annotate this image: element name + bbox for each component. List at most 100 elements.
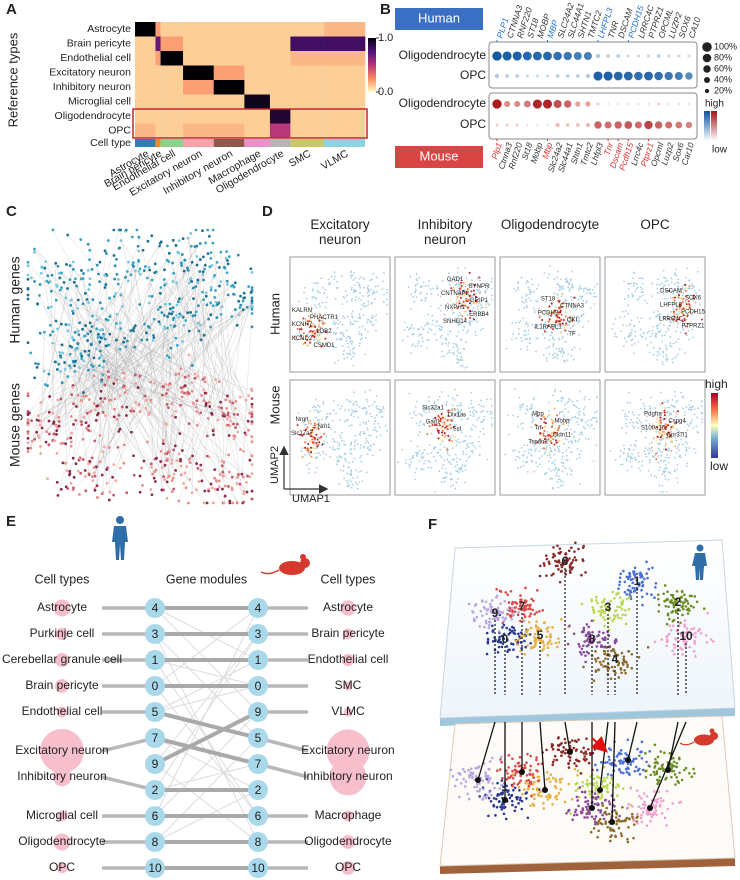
human-gene-point <box>181 253 184 256</box>
homology-link <box>53 263 56 413</box>
cell-point <box>460 469 462 471</box>
cell-point <box>534 450 536 452</box>
cluster-cell <box>619 581 622 584</box>
cell-point <box>420 468 422 470</box>
cell-point <box>386 289 388 291</box>
cell-point <box>641 288 643 290</box>
module-label: 9 <box>152 757 159 771</box>
cell-point <box>416 455 418 457</box>
mouse-gene-point <box>122 372 125 375</box>
human-gene-point <box>239 295 242 298</box>
cell-point <box>374 316 376 318</box>
cluster-cell <box>511 630 514 633</box>
cell-point <box>431 293 433 295</box>
cell-point <box>306 298 308 300</box>
cell-point <box>663 277 665 279</box>
cell-point <box>593 296 595 298</box>
cell-point <box>441 335 443 337</box>
expressed-point <box>314 447 316 449</box>
mouse-gene-point <box>246 491 249 494</box>
cell-point <box>470 304 472 306</box>
human-gene-point <box>92 357 95 360</box>
cluster-cell <box>595 596 598 599</box>
cell-point <box>691 419 693 421</box>
cell-point <box>483 434 485 436</box>
cell-point <box>578 408 580 410</box>
expressed-point <box>441 431 443 433</box>
expressed-point <box>458 300 460 302</box>
cell-type-label: Cerebellar granule cell <box>2 652 122 666</box>
human-gene-point <box>197 279 200 282</box>
cell-point <box>657 352 659 354</box>
cell-point <box>682 292 684 294</box>
cell-point <box>552 354 554 356</box>
cell-point <box>333 400 335 402</box>
human-gene-point <box>74 360 77 363</box>
cell-point <box>690 406 692 408</box>
cell-point <box>369 320 371 322</box>
human-gene-point <box>146 338 149 341</box>
cell-point <box>374 417 376 419</box>
cell-point <box>386 313 388 315</box>
cell-point <box>441 391 443 393</box>
cell-point <box>335 413 337 415</box>
cell-point <box>647 332 649 334</box>
cell-point <box>315 417 317 419</box>
cell-point <box>490 398 492 400</box>
human-gene-point <box>155 270 158 273</box>
mouse-gene-point <box>71 386 74 389</box>
expressed-point <box>451 409 453 411</box>
cell-point <box>350 277 352 279</box>
cell-point <box>441 280 443 282</box>
cell-point <box>587 420 589 422</box>
human-gene-point <box>50 305 53 308</box>
expressed-point <box>656 440 658 442</box>
mouse-gene-point <box>206 502 209 505</box>
cell-point <box>369 389 371 391</box>
cell-point <box>352 351 354 353</box>
expressed-point <box>546 431 548 433</box>
human-gene-point <box>166 259 169 262</box>
expressed-point <box>305 438 307 440</box>
cell-point <box>527 287 529 289</box>
mouse-gene-point <box>93 402 96 405</box>
mouse-gene-point <box>102 400 105 403</box>
cluster-cell <box>625 623 628 626</box>
mouse-gene-point <box>251 490 254 493</box>
cell-point <box>460 314 462 316</box>
cell-point <box>634 444 636 446</box>
cell-point <box>530 454 532 456</box>
cell-point <box>341 440 343 442</box>
cell-point <box>308 452 310 454</box>
mouse-gene-point <box>161 394 164 397</box>
dot <box>617 103 619 105</box>
cell-point <box>308 468 310 470</box>
cell-point <box>468 322 470 324</box>
cell-point <box>346 301 348 303</box>
mouse-gene-point <box>27 392 30 395</box>
cell-point <box>577 448 579 450</box>
expressed-point <box>548 320 550 322</box>
human-gene-point <box>49 280 52 283</box>
cell-point <box>343 477 345 479</box>
cell-point <box>404 329 406 331</box>
cell-point <box>640 422 642 424</box>
heatmap-cell <box>244 109 270 124</box>
expressed-point <box>684 287 686 289</box>
cell-point <box>571 440 573 442</box>
human-gene-point <box>33 280 36 283</box>
cell-point <box>549 454 551 456</box>
human-gene-point <box>33 376 36 379</box>
cell-point <box>450 437 452 439</box>
cell-point <box>363 314 365 316</box>
mouse-gene-point <box>160 489 163 492</box>
cell-point <box>433 447 435 449</box>
cell-point <box>529 337 531 339</box>
expressed-point <box>688 303 690 305</box>
human-gene-point <box>74 331 77 334</box>
mouse-gene-point <box>82 458 85 461</box>
cell-point <box>583 290 585 292</box>
cell-point <box>491 405 493 407</box>
expressed-point <box>426 433 428 435</box>
cell-point <box>645 338 647 340</box>
